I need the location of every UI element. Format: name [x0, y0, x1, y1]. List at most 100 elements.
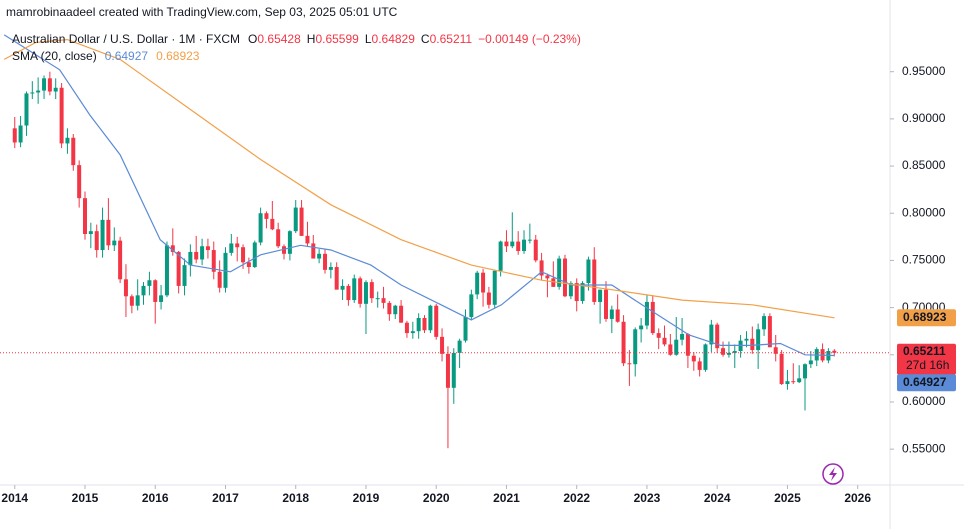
- sma-line: [3, 34, 835, 357]
- candle-body: [65, 137, 70, 144]
- candle-body: [281, 246, 286, 254]
- candle-body: [211, 250, 216, 272]
- candle-body: [744, 338, 749, 341]
- candle-body: [276, 229, 281, 247]
- candle-body: [750, 338, 755, 351]
- symbol-line: Australian Dollar / U.S. Dollar · 1M · F…: [12, 32, 581, 46]
- candle-body: [94, 231, 99, 251]
- candle-body: [685, 334, 690, 356]
- x-tick-label: 2020: [423, 491, 450, 505]
- ohlc-value: 0.65428: [257, 32, 301, 46]
- candle-body: [328, 267, 333, 270]
- candle-body: [340, 285, 345, 290]
- candle-body: [469, 294, 474, 318]
- plot-area: [0, 34, 890, 449]
- candle-body: [463, 317, 468, 341]
- candle-body: [434, 305, 439, 337]
- candle-body: [428, 305, 433, 331]
- y-tick-label: 0.80000: [902, 205, 946, 219]
- candle-body: [574, 283, 579, 302]
- lightning-icon[interactable]: [822, 463, 844, 485]
- change: −0.00149 (−0.23%): [478, 32, 581, 46]
- candle-body: [779, 353, 784, 385]
- candle-body: [88, 231, 93, 235]
- candle-body: [200, 246, 205, 260]
- candle-body: [680, 334, 685, 340]
- indicator-label: SMA (20, close): [12, 49, 97, 63]
- candle-body: [223, 252, 228, 288]
- candle-body: [346, 285, 351, 301]
- candle-body: [674, 339, 679, 355]
- candle-body: [358, 278, 363, 304]
- ohlc-key: H: [307, 32, 316, 46]
- candle-body: [229, 243, 234, 253]
- candle-body: [311, 243, 316, 259]
- candle-body: [118, 240, 123, 280]
- candle-body: [305, 235, 310, 244]
- candle-body: [59, 87, 64, 144]
- candle-body: [691, 355, 696, 362]
- candle-body: [299, 207, 304, 236]
- x-tick-label: 2022: [563, 491, 590, 505]
- candle-body: [235, 243, 240, 248]
- candle-body: [516, 241, 521, 251]
- candle-body: [557, 258, 562, 287]
- x-tick-label: 2017: [212, 491, 239, 505]
- candle-body: [410, 331, 415, 334]
- candle-body: [656, 333, 661, 338]
- candle-body: [445, 353, 450, 388]
- countdown: 27d 16h: [906, 358, 949, 372]
- candle-body: [381, 298, 386, 303]
- candle-body: [416, 317, 421, 332]
- candle-body: [808, 360, 813, 365]
- candle-body: [592, 259, 597, 302]
- candle-body: [568, 283, 573, 297]
- ohlc-value: 0.65599: [315, 32, 359, 46]
- candle-body: [270, 218, 275, 230]
- candle-body: [492, 270, 497, 305]
- candle-body: [703, 344, 708, 370]
- last-price-label: 0.65211: [903, 344, 946, 358]
- candle-body: [323, 253, 328, 270]
- candle-body: [77, 165, 82, 199]
- candle-body: [486, 292, 491, 305]
- candle-body: [451, 352, 456, 388]
- candle-body: [217, 271, 222, 288]
- candle-body: [551, 278, 556, 287]
- x-tick-label: 2026: [844, 491, 871, 505]
- candle-body: [363, 282, 368, 304]
- candle-body: [205, 246, 210, 251]
- indicator-line: SMA (20, close) 0.64927 0.68923: [12, 49, 200, 63]
- last-price-tag: [897, 343, 956, 375]
- candle-body: [334, 267, 339, 290]
- candle-body: [112, 240, 117, 246]
- candle-body: [387, 302, 392, 315]
- candle-body: [36, 90, 41, 93]
- candle-body: [767, 316, 772, 348]
- candle-body: [668, 344, 673, 355]
- candle-body: [47, 78, 52, 92]
- candle-body: [82, 198, 87, 235]
- candle-body: [644, 301, 649, 326]
- candle-body: [352, 278, 357, 301]
- symbol-title: Australian Dollar / U.S. Dollar · 1M · F…: [12, 32, 240, 46]
- candle-body: [475, 272, 480, 295]
- ohlc-key: C: [421, 32, 430, 46]
- candle-body: [773, 347, 778, 354]
- candle-body: [71, 137, 76, 166]
- candle-body: [258, 213, 263, 243]
- x-tick-label: 2019: [353, 491, 380, 505]
- candle-body: [539, 260, 544, 276]
- candle-body: [498, 241, 503, 271]
- candle-body: [533, 239, 538, 261]
- candle-body: [422, 317, 427, 331]
- candle-body: [586, 259, 591, 284]
- candle-body: [791, 381, 796, 383]
- overlay: 0.950000.900000.850000.800000.750000.700…: [1, 64, 956, 505]
- x-tick-label: 2015: [72, 491, 99, 505]
- candle-body: [715, 324, 720, 349]
- candle-body: [24, 93, 29, 126]
- candle-body: [621, 321, 626, 364]
